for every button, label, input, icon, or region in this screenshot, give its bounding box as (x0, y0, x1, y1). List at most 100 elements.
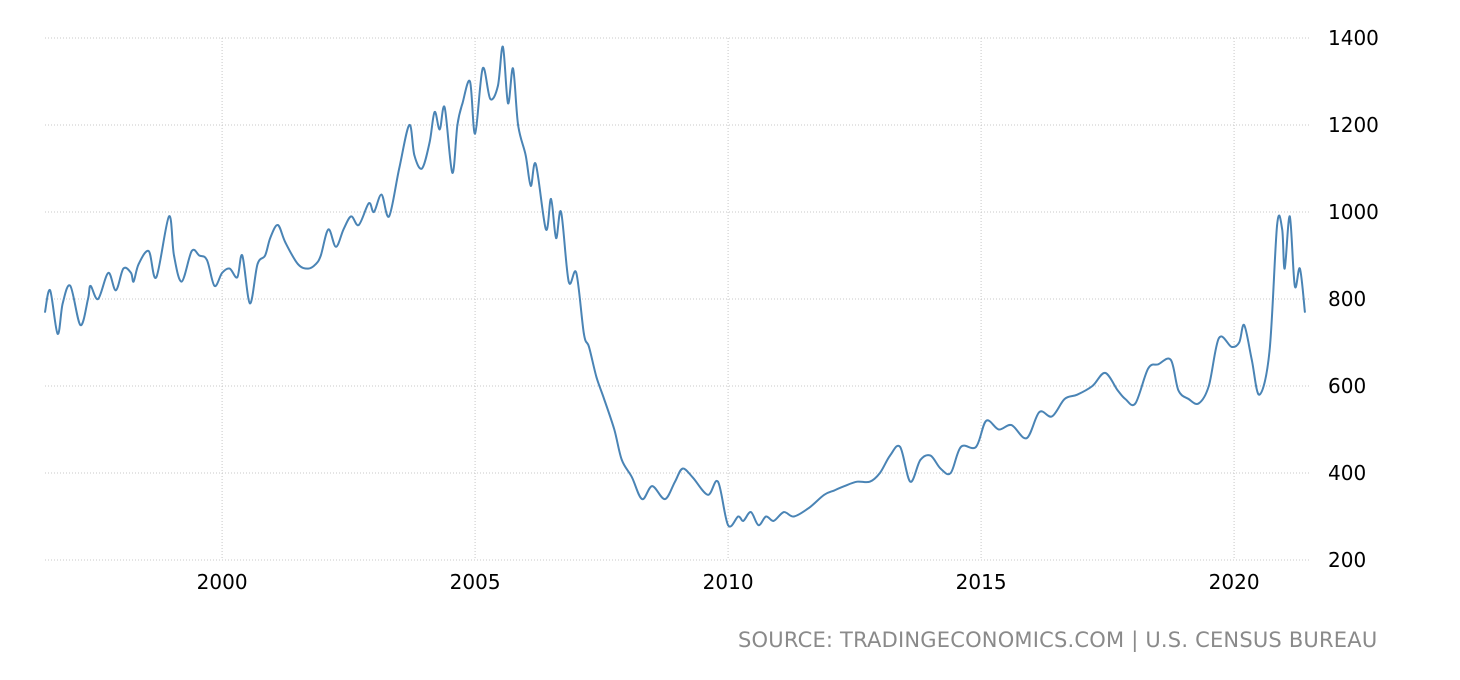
data-point (889, 454, 891, 457)
data-point (1289, 215, 1291, 218)
data-point (49, 289, 51, 292)
data-point (1124, 398, 1127, 400)
data-point (221, 272, 223, 274)
data-point (524, 154, 527, 157)
y-tick-label: 400 (1328, 461, 1366, 485)
data-point (651, 485, 653, 487)
data-point (681, 467, 684, 470)
data-point (307, 267, 309, 270)
data-point (314, 263, 317, 266)
data-point (823, 494, 825, 496)
data-point (357, 224, 360, 226)
data-point (489, 98, 492, 100)
y-tick-label: 1000 (1328, 200, 1379, 224)
data-point (107, 272, 110, 274)
data-point (241, 254, 244, 257)
data-point (1208, 385, 1210, 387)
data-point (249, 302, 251, 305)
data-point (833, 489, 836, 492)
data-point (567, 280, 570, 283)
data-point (691, 476, 694, 479)
data-point (474, 132, 476, 135)
data-point (707, 494, 709, 496)
data-point (469, 80, 471, 83)
data-point (783, 511, 785, 513)
y-tick-label: 200 (1328, 548, 1366, 572)
data-point (433, 111, 436, 113)
data-point (727, 524, 729, 526)
data-point (69, 285, 72, 287)
data-point (1104, 372, 1106, 374)
source-attribution: SOURCE: TRADINGECONOMICS.COM | U.S. CENS… (738, 628, 1378, 652)
data-point (206, 259, 208, 261)
data-point (535, 163, 537, 165)
data-point (1076, 393, 1078, 396)
data-point (507, 102, 509, 105)
data-point (443, 106, 446, 109)
data-point (413, 154, 416, 157)
y-tick-label: 1200 (1328, 113, 1379, 137)
data-point (674, 480, 676, 483)
data-point (373, 211, 375, 213)
data-point (79, 324, 82, 326)
data-point (173, 254, 175, 257)
data-point (750, 511, 752, 513)
x-tick-label: 2000 (197, 570, 248, 594)
data-point (530, 185, 532, 187)
data-point (512, 67, 514, 70)
data-point (641, 498, 643, 500)
data-point (115, 289, 117, 292)
data-point (56, 333, 59, 335)
data-point (256, 263, 259, 266)
data-point (856, 480, 858, 483)
data-point (1010, 424, 1013, 426)
data-point (621, 459, 623, 461)
data-point (421, 167, 423, 170)
data-point (137, 263, 140, 266)
data-point (284, 241, 287, 244)
data-point (1281, 228, 1283, 231)
data-point (327, 228, 330, 231)
data-point (1187, 398, 1190, 400)
y-tick-label: 600 (1328, 374, 1366, 398)
data-point (87, 298, 89, 300)
y-tick-label: 1400 (1328, 26, 1379, 50)
data-point (461, 102, 464, 105)
data-point (1147, 367, 1149, 370)
data-point (613, 428, 616, 431)
data-point (481, 67, 484, 70)
data-point (497, 85, 499, 87)
data-point (269, 237, 272, 239)
data-point (975, 446, 977, 448)
data-point (808, 507, 810, 509)
data-point (843, 485, 846, 487)
data-point (1134, 402, 1137, 405)
data-point (1251, 359, 1253, 361)
data-point (631, 476, 633, 479)
data-point (428, 141, 431, 144)
data-point (147, 250, 150, 252)
data-point (451, 172, 454, 174)
data-point (198, 254, 201, 257)
series-line (44, 45, 1306, 528)
data-point (1218, 337, 1220, 339)
data-point (44, 311, 46, 313)
data-point (560, 211, 562, 213)
data-point (190, 250, 193, 252)
data-point (350, 215, 352, 218)
data-point (603, 398, 605, 400)
data-point (297, 263, 299, 266)
data-point (1038, 411, 1041, 413)
data-point (342, 228, 345, 231)
data-point (664, 498, 666, 500)
data-point (929, 454, 932, 457)
data-point (517, 124, 519, 126)
data-point (1268, 350, 1271, 353)
data-point (998, 428, 1000, 431)
data-point (1157, 363, 1159, 366)
data-point (456, 124, 459, 126)
data-point (1170, 359, 1172, 361)
data-point (398, 167, 401, 170)
data-point (1197, 402, 1200, 405)
x-tick-label: 2005 (450, 570, 501, 594)
